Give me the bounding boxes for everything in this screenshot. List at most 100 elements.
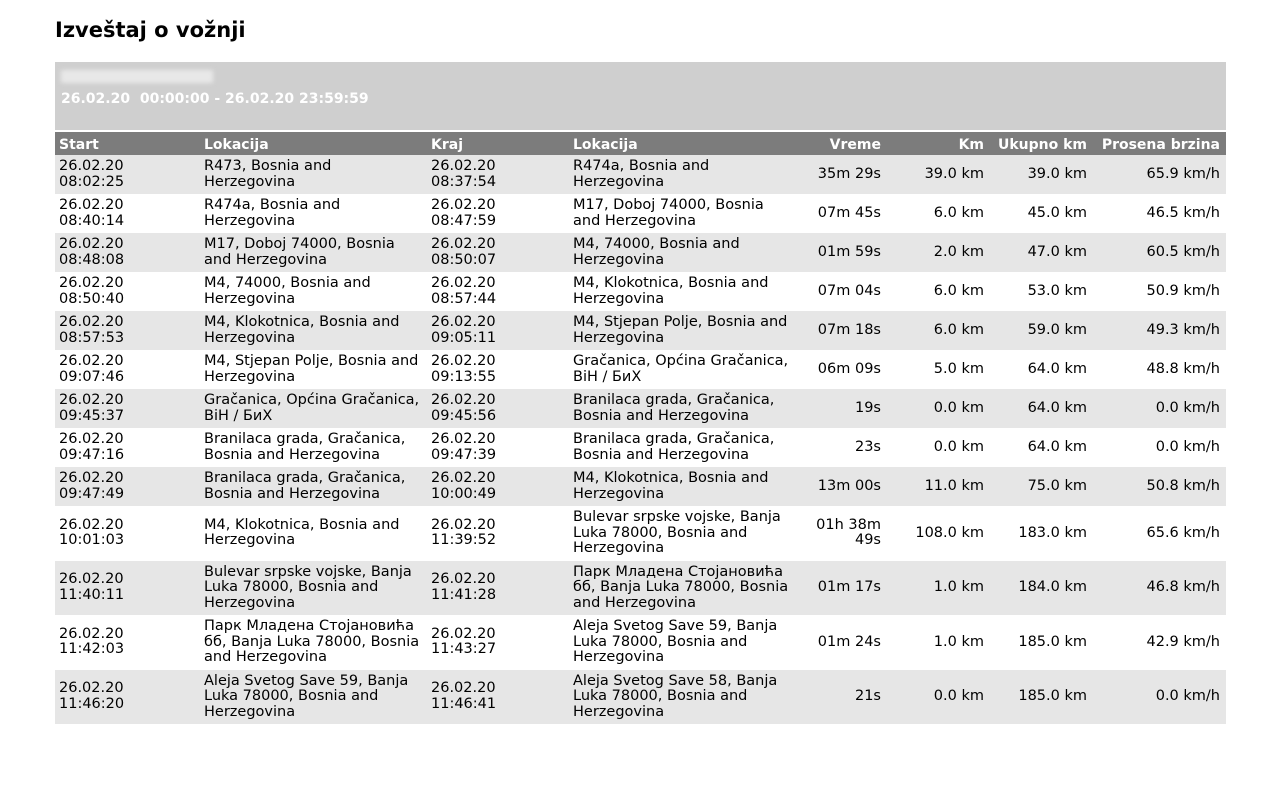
table-cell: 184.0 km bbox=[990, 560, 1093, 615]
table-cell: 183.0 km bbox=[1018, 524, 1087, 541]
table-cell: 75.0 km bbox=[990, 467, 1093, 506]
table-cell: M4, Stjepan Polje, Bosnia and Herzegovin… bbox=[569, 311, 797, 350]
table-cell: 39.0 km bbox=[887, 155, 990, 194]
table-cell: 35m 29s bbox=[797, 155, 887, 194]
table-cell: 26.02.20 09:45:56 bbox=[427, 389, 569, 428]
table-cell: 49.3 km/h bbox=[1093, 311, 1226, 350]
table-cell: 39.0 km bbox=[990, 155, 1093, 194]
table-cell: 0.0 km bbox=[887, 389, 990, 428]
table-row: 26.02.20 09:47:49 Branilaca grada, Gračan… bbox=[55, 467, 1226, 506]
table-cell: M4, Klokotnica, Bosnia and Herzegovina bbox=[204, 516, 400, 549]
table-cell: 01m 17s bbox=[797, 560, 887, 615]
table-cell: 0.0 km/h bbox=[1155, 438, 1220, 455]
table-cell: 23s bbox=[854, 438, 881, 455]
table-row: 26.02.20 11:42:03 Парк Младена Стојановић… bbox=[55, 615, 1226, 670]
trip-table: Start Lokacija Kraj Lokacija Vreme Km Ukupno k… bbox=[55, 132, 1226, 724]
table-cell: M4, 74000, Bosnia and Herzegovina bbox=[569, 233, 797, 272]
table-cell: R474a, Bosnia and Herzegovina bbox=[204, 197, 341, 229]
table-cell: M4, Stjepan Polje, Bosnia and Herzegovin… bbox=[204, 353, 419, 385]
table-cell: 26.02.20 08:57:53 bbox=[55, 311, 200, 350]
column-header: Lokacija bbox=[569, 132, 797, 155]
table-cell: 0.0 km/h bbox=[1093, 389, 1226, 428]
table-cell: Aleja Svetog Save 59, Banja Luka 78000, … bbox=[573, 618, 778, 665]
table-cell: 1.0 km bbox=[887, 560, 990, 615]
table-cell: 48.8 km/h bbox=[1146, 360, 1221, 377]
table-cell: 26.02.20 08:02:25 bbox=[55, 155, 200, 194]
table-cell: 21s bbox=[797, 669, 887, 724]
table-cell: R473, Bosnia and Herzegovina bbox=[200, 155, 427, 194]
table-cell: M4, Klokotnica, Bosnia and Herzegovina bbox=[573, 275, 769, 307]
table-cell: Branilaca grada, Gračanica, Bosnia and H… bbox=[573, 431, 775, 463]
table-cell: 26.02.20 09:05:11 bbox=[427, 311, 569, 350]
table-cell: 64.0 km bbox=[990, 389, 1093, 428]
table-cell: 108.0 km bbox=[915, 524, 984, 541]
table-cell: 01m 24s bbox=[817, 633, 881, 650]
table-cell: 01h 38m 49s bbox=[816, 516, 881, 549]
table-cell: 46.8 km/h bbox=[1093, 560, 1226, 615]
table-cell: 6.0 km bbox=[933, 204, 984, 221]
table-cell: 60.5 km/h bbox=[1093, 233, 1226, 272]
table-cell: 26.02.20 09:13:55 bbox=[431, 353, 497, 385]
table-cell: 64.0 km bbox=[1027, 360, 1087, 377]
table-row: 26.02.20 09:45:37 Gračanica, Općina Grača… bbox=[55, 389, 1226, 428]
table-cell: Branilaca grada, Gračanica, Bosnia and H… bbox=[569, 389, 797, 428]
table-cell: Branilaca grada, Gračanica, Bosnia and H… bbox=[204, 431, 406, 463]
table-row: 26.02.20 08:40:14 R474a, Bosnia and Herze… bbox=[55, 194, 1226, 233]
table-cell: Aleja Svetog Save 59, Banja Luka 78000, … bbox=[200, 669, 427, 724]
report-title: Izveštaj o vožnji bbox=[55, 18, 246, 42]
table-body: 26.02.20 08:02:25 R473, Bosnia and Herzeg… bbox=[55, 155, 1226, 724]
table-cell: 13m 00s bbox=[797, 467, 887, 506]
table-cell: 07m 18s bbox=[797, 311, 887, 350]
column-header: Ukupno km bbox=[990, 132, 1093, 155]
table-cell: 26.02.20 08:50:40 bbox=[59, 275, 125, 307]
table-cell: 26.02.20 11:40:11 bbox=[55, 560, 200, 615]
table-cell: 01m 59s bbox=[797, 233, 887, 272]
table-cell: 50.8 km/h bbox=[1093, 467, 1226, 506]
column-header: Km bbox=[887, 132, 990, 155]
table-cell: Branilaca grada, Gračanica, Bosnia and H… bbox=[200, 467, 427, 506]
table-cell: 26.02.20 11:43:27 bbox=[431, 625, 497, 658]
table-cell: 0.0 km/h bbox=[1093, 669, 1226, 724]
table-cell: M17, Doboj 74000, Bosnia and Herzegovina bbox=[200, 233, 427, 272]
table-cell: 0.0 km bbox=[933, 438, 984, 455]
table-cell: 26.02.20 11:46:41 bbox=[427, 669, 569, 724]
table-cell: 26.02.20 10:00:49 bbox=[427, 467, 569, 506]
table-cell: 47.0 km bbox=[990, 233, 1093, 272]
table-cell: R474a, Bosnia and Herzegovina bbox=[569, 155, 797, 194]
table-cell: 26.02.20 08:40:14 bbox=[59, 197, 125, 229]
table-cell: 5.0 km bbox=[933, 360, 984, 377]
table-row: 26.02.20 09:07:46 M4, Stjepan Polje, Bosn… bbox=[55, 350, 1226, 389]
table-cell: 26.02.20 08:57:44 bbox=[431, 275, 497, 307]
table-cell: 26.02.20 11:41:28 bbox=[427, 560, 569, 615]
table-cell: 59.0 km bbox=[990, 311, 1093, 350]
table-cell: 26.02.20 09:47:16 bbox=[59, 431, 125, 463]
table-cell: 26.02.20 08:50:07 bbox=[427, 233, 569, 272]
table-cell: 0.0 km bbox=[887, 669, 990, 724]
table-cell: 26.02.20 08:37:54 bbox=[427, 155, 569, 194]
table-cell: 50.9 km/h bbox=[1146, 282, 1221, 299]
table-cell: M4, 74000, Bosnia and Herzegovina bbox=[204, 275, 371, 307]
table-row: 26.02.20 08:48:08 M17, Doboj 74000, Bosni… bbox=[55, 233, 1226, 272]
table-cell: 26.02.20 09:45:37 bbox=[55, 389, 200, 428]
table-cell: 26.02.20 11:39:52 bbox=[431, 516, 497, 549]
table-cell: 46.5 km/h bbox=[1146, 204, 1221, 221]
table-cell: 42.9 km/h bbox=[1146, 633, 1221, 650]
column-header: Kraj bbox=[427, 132, 569, 155]
column-header: Vreme bbox=[797, 132, 887, 155]
table-cell: 53.0 km bbox=[1027, 282, 1087, 299]
table-cell: M4, Klokotnica, Bosnia and Herzegovina bbox=[200, 311, 427, 350]
table-cell: 06m 09s bbox=[817, 360, 881, 377]
table-row: 26.02.20 08:57:53 M4, Klokotnica, Bosnia … bbox=[55, 311, 1226, 350]
table-cell: Aleja Svetog Save 58, Banja Luka 78000, … bbox=[569, 669, 797, 724]
table-cell: 11.0 km bbox=[887, 467, 990, 506]
column-header: Start bbox=[55, 132, 200, 155]
table-row: 26.02.20 08:02:25 R473, Bosnia and Herzeg… bbox=[55, 155, 1226, 194]
blurred-vehicle-id bbox=[61, 70, 213, 83]
table-cell: 26.02.20 08:48:08 bbox=[55, 233, 200, 272]
table-cell: 26.02.20 09:47:39 bbox=[431, 431, 497, 463]
table-row: 26.02.20 10:01:03 M4, Klokotnica, Bosnia … bbox=[55, 506, 1226, 561]
table-cell: Gračanica, Općina Gračanica, BiH / БиХ bbox=[200, 389, 427, 428]
table-cell: 26.02.20 09:07:46 bbox=[59, 353, 125, 385]
table-cell: Парк Младена Стојановића бб, Banja Luka … bbox=[569, 560, 797, 615]
